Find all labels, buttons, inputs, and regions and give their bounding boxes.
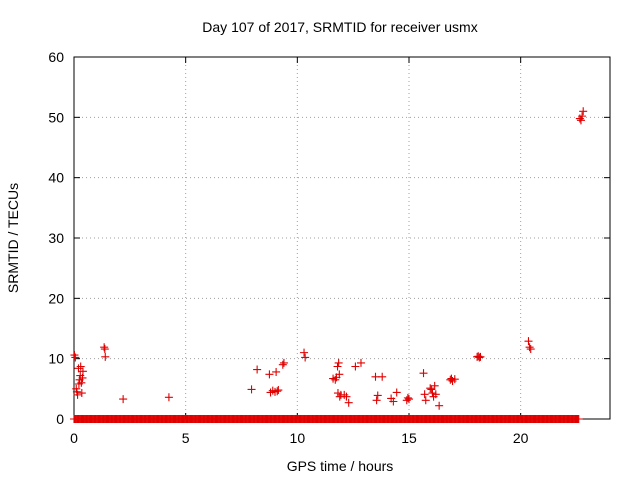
data-point: [253, 365, 262, 374]
data-point: [431, 390, 440, 399]
x-tick-label: 0: [70, 430, 78, 446]
x-tick-label: 10: [290, 430, 306, 446]
data-point: [435, 401, 444, 410]
data-point: [578, 112, 587, 121]
data-point: [268, 386, 277, 395]
data-point: [526, 345, 535, 354]
data-point: [266, 388, 275, 397]
data-point: [300, 348, 309, 357]
data-point: [476, 352, 485, 361]
data-point: [344, 398, 353, 407]
data-point: [450, 375, 459, 384]
data-point: [272, 367, 281, 376]
data-point: [278, 360, 287, 369]
data-point: [389, 397, 398, 406]
data-point: [576, 116, 585, 125]
data-point: [426, 384, 435, 393]
axis-ticks: 0 5 10 15 20 0 10 20 30 40 50 60: [48, 49, 610, 446]
data-point: [524, 337, 533, 346]
data-point: [335, 392, 344, 401]
data-point: [77, 389, 86, 398]
data-point: [373, 391, 382, 400]
y-tick-label: 50: [48, 109, 64, 125]
data-point: [446, 375, 455, 384]
data-point: [475, 353, 484, 362]
y-axis-title: SRMTID / TECUs: [5, 183, 21, 293]
data-point: [421, 396, 430, 405]
data-point: [405, 395, 413, 404]
data-point: [301, 353, 310, 362]
data-point: [164, 393, 173, 402]
data-point: [428, 389, 437, 398]
data-point: [265, 370, 274, 379]
data-point: [356, 358, 365, 367]
x-tick-label: 20: [513, 430, 529, 446]
x-tick-label: 15: [401, 430, 417, 446]
data-point: [474, 352, 483, 361]
data-point: [427, 385, 436, 394]
data-point: [378, 372, 387, 381]
x-tick-label: 5: [182, 430, 190, 446]
data-point: [420, 390, 429, 399]
data-point: [101, 352, 110, 361]
data-point: [340, 390, 349, 399]
y-tick-label: 20: [48, 290, 64, 306]
data-point: [274, 386, 283, 395]
data-point: [73, 390, 82, 399]
data-point: [333, 362, 342, 371]
data-point: [392, 388, 401, 397]
data-point: [419, 369, 428, 378]
data-point: [579, 107, 588, 116]
data-point: [119, 395, 128, 404]
data-points: [70, 107, 588, 423]
data-point: [574, 415, 583, 423]
data-point: [371, 372, 380, 381]
y-tick-label: 40: [48, 170, 64, 186]
gridlines: [74, 57, 610, 419]
data-point: [77, 378, 86, 387]
y-tick-label: 10: [48, 351, 64, 367]
data-point: [273, 387, 282, 396]
data-point: [247, 385, 256, 394]
chart-title: Day 107 of 2017, SRMTID for receiver usm…: [202, 19, 477, 35]
data-point: [271, 387, 279, 396]
y-tick-label: 30: [48, 230, 64, 246]
data-point: [100, 345, 109, 354]
data-point: [71, 353, 80, 362]
data-point: [76, 362, 85, 371]
data-point: [335, 370, 344, 379]
data-point: [342, 392, 351, 401]
data-point: [100, 343, 109, 352]
y-tick-label: 60: [48, 49, 64, 65]
data-point: [334, 358, 343, 367]
data-point: [279, 358, 288, 367]
data-point: [351, 362, 360, 371]
data-point: [372, 396, 381, 405]
data-point: [525, 343, 534, 352]
y-tick-label: 0: [56, 411, 64, 427]
data-point: [430, 381, 439, 390]
data-point: [78, 367, 87, 376]
data-point: [403, 393, 412, 402]
x-axis-title: GPS time / hours: [287, 458, 394, 474]
